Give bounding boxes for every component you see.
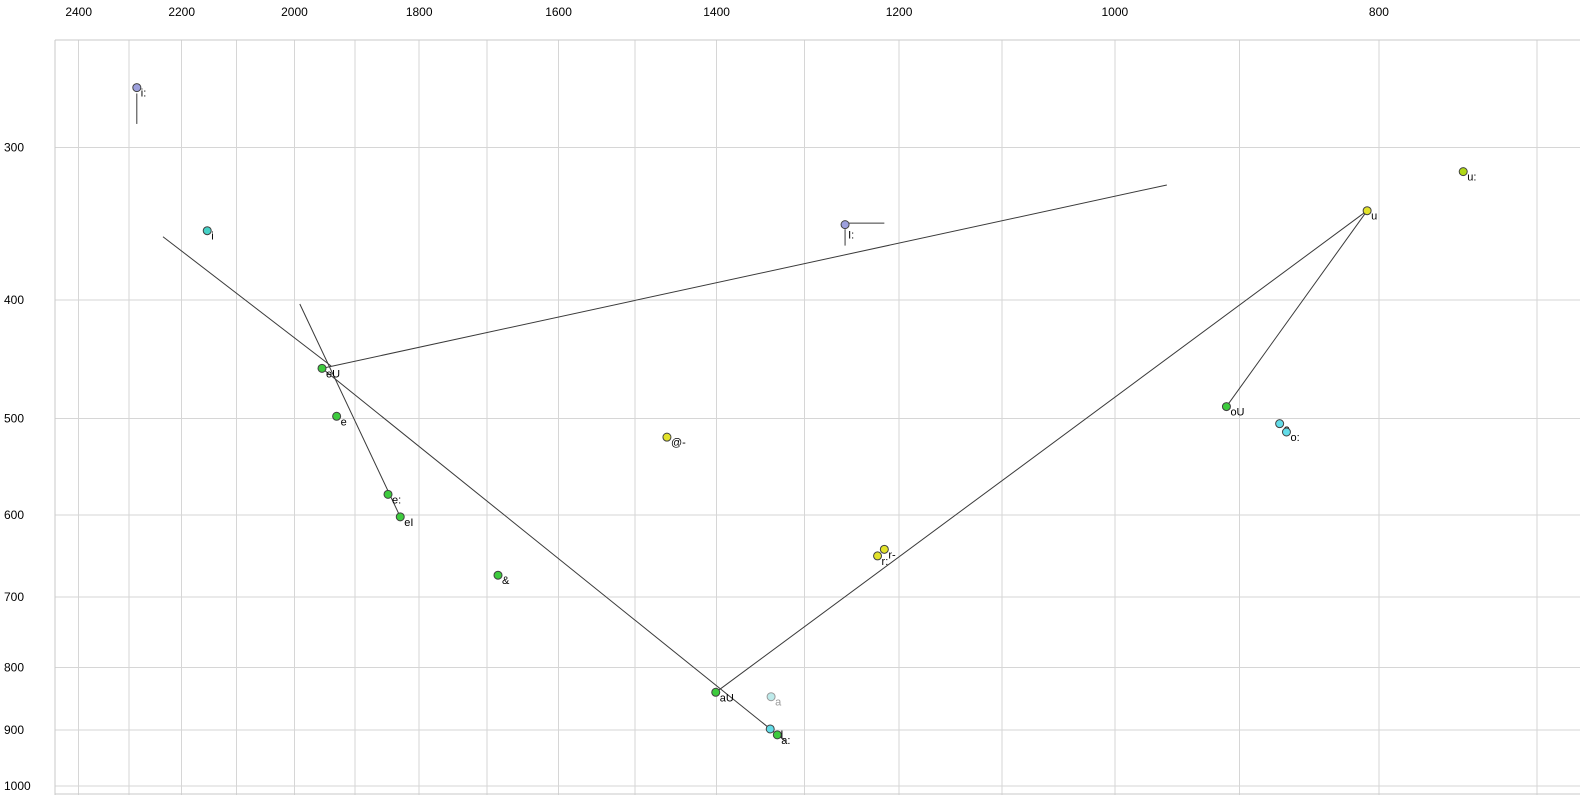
vowel-point-a[interactable] [772,730,782,740]
trajectory-line [715,210,1368,693]
vowel-point-label-u: u [1371,211,1377,223]
vowel-point-label-pt: & [502,575,510,587]
vowel-point-a[interactable] [766,692,776,702]
vowel-point-label-ei: eI [404,517,413,529]
x-axis-tick-label: 800 [1369,5,1389,19]
vowel-point-e[interactable] [332,411,342,421]
x-axis-tick-label: 1400 [703,5,730,19]
vowel-point-label-e: e: [392,494,401,506]
trajectory-line [1226,210,1368,407]
vowel-point-au[interactable] [711,687,721,697]
y-axis-tick-label: 500 [4,411,24,425]
vowel-point-label-r: r- [888,549,896,561]
y-axis-tick-label: 900 [4,723,24,737]
vowel-point-label-r: r: [882,556,889,568]
trajectory-line [321,367,787,743]
vowel-point-i[interactable] [202,226,212,236]
x-axis-tick-label: 2400 [65,5,92,19]
vowel-point-label-o: o: [1290,432,1299,444]
vowel-point-pt[interactable] [493,570,503,580]
vowel-point-u[interactable] [1362,206,1372,216]
vowel-point-label-u: u: [1467,172,1476,184]
y-axis-tick-label: 800 [4,661,24,675]
y-axis-tick-label: 400 [4,293,24,307]
vowel-point-label-ou: oU [1230,407,1244,419]
x-axis-tick-label: 2000 [281,5,308,19]
trajectory-line [162,236,332,367]
y-axis-tick-label: 300 [4,140,24,154]
vowel-point-u[interactable] [1458,167,1468,177]
x-axis-tick-label: 2200 [168,5,195,19]
vowel-point-label-i: I: [848,230,854,242]
vowel-point-label-e: e [341,416,347,428]
vowel-point-r[interactable] [879,544,889,554]
y-axis-tick-label: 700 [4,590,24,604]
x-axis-tick-label: 1800 [406,5,433,19]
vowel-point-o[interactable] [1281,427,1291,437]
vowel-point-label-a: a [775,697,782,709]
vowel-point-label-i: i [211,231,213,243]
vowel-point-r[interactable] [873,551,883,561]
y-axis-tick-label: 600 [4,508,24,522]
vowel-point-e[interactable] [383,489,393,499]
vowel-point-label-a: a: [781,735,790,747]
vowel-point-label-eu: eU [326,368,340,380]
vowel-point-i[interactable] [840,220,850,230]
vowel-point-pt[interactable] [662,432,672,442]
y-axis-tick-label: 1000 [4,779,31,793]
x-axis-tick-label: 1600 [545,5,572,19]
trajectory-line [321,184,1167,369]
x-axis-tick-label: 1200 [886,5,913,19]
vowel-point-label-au: aU [720,692,734,704]
trajectory-line [299,303,401,518]
vowel-point-o[interactable] [1275,419,1285,429]
vowel-point-ei[interactable] [395,512,405,522]
vowel-point-label-i: i: [141,88,147,100]
vowel-point-ou[interactable] [1221,402,1231,412]
vowel-point-ai[interactable] [765,724,775,734]
x-axis-tick-label: 1000 [1101,5,1128,19]
vowel-point-label-pt: @- [671,437,686,449]
vowel-point-i[interactable] [132,83,142,93]
vowel-point-eu[interactable] [317,363,327,373]
